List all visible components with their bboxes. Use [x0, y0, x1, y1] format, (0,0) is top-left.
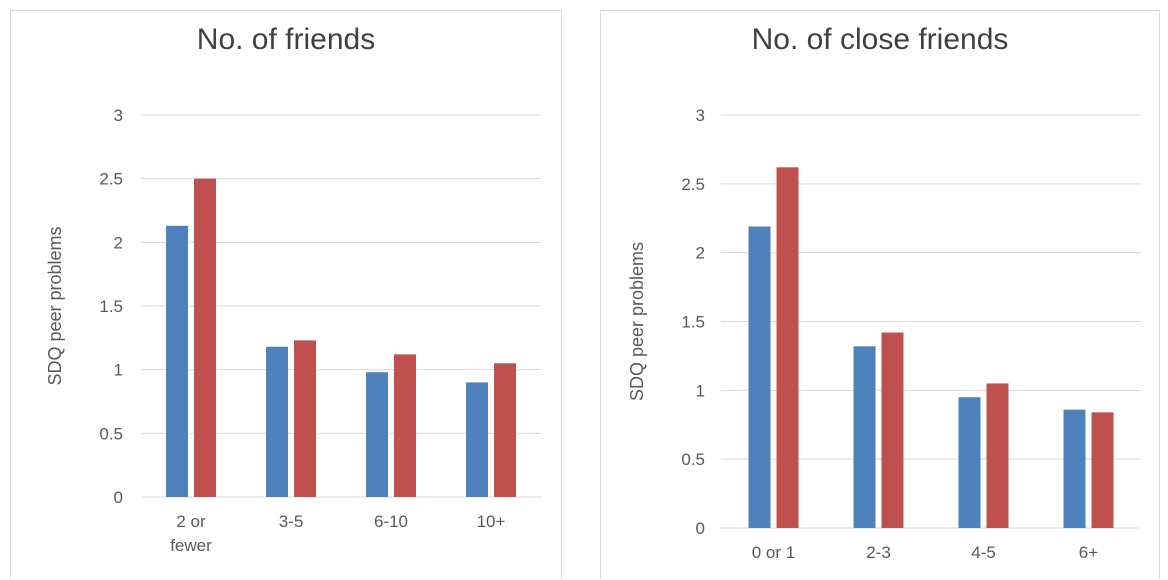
x-tick-label: 6-10: [374, 512, 408, 531]
bar-series-1: [194, 178, 216, 497]
chart-panel-friends: No. of friends 0 0.5 1 1.5 2 2.5 3 SDQ peer pro…: [10, 10, 562, 579]
chart-panel-close-friends: No. of close friends 0 0.5 1 1.5 2 2.5 3 SDQ pe…: [600, 10, 1160, 579]
x-tick-label: 10+: [477, 512, 506, 531]
y-tick-label: 2: [696, 244, 705, 263]
y-tick-label: 3: [696, 106, 705, 125]
y-tick-label: 0.5: [681, 450, 705, 469]
bar-series-1: [986, 383, 1009, 528]
bar-series-0: [366, 372, 388, 497]
bar-series-0: [958, 397, 981, 528]
y-tick-label: 0.5: [99, 424, 123, 443]
bar-series-0: [1063, 409, 1086, 528]
bar-series-1: [294, 340, 316, 497]
bar-series-0: [166, 225, 188, 497]
bar-series-0: [853, 346, 876, 528]
bar-chart-close-friends: 0 0.5 1 1.5 2 2.5 3 SDQ peer problems 0 or 1 2-3 4…: [627, 106, 1141, 562]
y-tick-label: 0: [114, 488, 123, 507]
x-tick-label: 6+: [1079, 543, 1098, 562]
bar-series-0: [266, 346, 288, 497]
chart-title: No. of friends: [196, 23, 376, 56]
x-tick-label: 2-3: [866, 543, 891, 562]
bar-chart-friends: 0 0.5 1 1.5 2 2.5 3 SDQ peer problems 2 or fewer 3…: [45, 106, 541, 555]
bar-series-0: [748, 226, 771, 528]
y-tick-label: 2.5: [681, 175, 705, 194]
y-tick-label: 2.5: [99, 170, 123, 189]
x-tick-label: 2 or: [176, 512, 206, 531]
y-tick-label: 1: [696, 381, 705, 400]
y-tick-label: 0: [696, 519, 705, 538]
bar-series-1: [394, 354, 416, 497]
bar-series-0: [466, 382, 488, 497]
y-tick-label: 2: [114, 233, 123, 252]
bar-series-1: [1091, 412, 1114, 528]
bar-series-1: [881, 332, 904, 528]
y-tick-label: 1.5: [99, 297, 123, 316]
bar-series-1: [494, 363, 516, 497]
y-tick-label: 1.5: [681, 313, 705, 332]
x-tick-label: fewer: [170, 536, 212, 555]
y-axis-label: SDQ peer problems: [45, 226, 65, 385]
y-tick-label: 3: [114, 106, 123, 125]
bar-series-1: [776, 167, 799, 528]
x-tick-label: 3-5: [279, 512, 304, 531]
x-tick-label: 0 or 1: [752, 543, 795, 562]
chart-title: No. of close friends: [751, 23, 1009, 56]
y-tick-label: 1: [114, 361, 123, 380]
x-tick-label: 4-5: [971, 543, 996, 562]
y-axis-label: SDQ peer problems: [627, 242, 647, 401]
